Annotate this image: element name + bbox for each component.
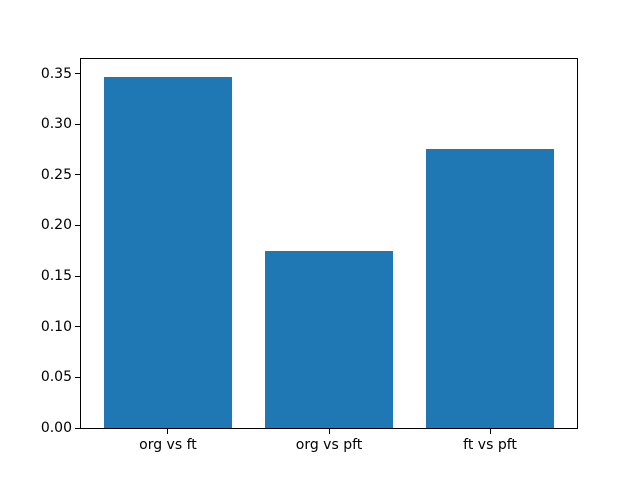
x-tick-label: ft vs pft: [463, 437, 517, 453]
y-tick-mark: [75, 376, 80, 378]
bar-org-vs-pft: [264, 250, 394, 428]
y-tick-label: 0.00: [40, 420, 72, 436]
x-tick-mark: [489, 429, 491, 434]
plot-area: 0.00 0.05 0.10 0.15 0.20 0.25 0.30 0.35 org vs f…: [41, 58, 578, 452]
bar-org-vs-ft: [103, 76, 233, 428]
x-tick-label: org vs pft: [295, 437, 363, 453]
x-tick-label: org vs ft: [139, 437, 197, 453]
y-tick-mark: [75, 123, 80, 125]
y-tick-label: 0.30: [40, 116, 72, 133]
y-tick-label: 0.20: [40, 217, 72, 234]
y-tick-mark: [75, 224, 80, 226]
x-tick-mark: [167, 429, 169, 434]
bar-ft-vs-pft: [425, 148, 555, 428]
y-tick-label: 0.35: [40, 65, 72, 82]
y-tick-mark: [75, 275, 80, 277]
y-tick-label: 0.10: [40, 318, 72, 335]
y-tick-label: 0.25: [40, 166, 72, 183]
y-tick-mark: [75, 73, 80, 75]
x-tick-mark: [328, 429, 330, 434]
y-tick-mark: [75, 326, 80, 328]
y-tick-label: 0.05: [40, 369, 72, 386]
y-tick-label: 0.15: [40, 268, 72, 285]
y-tick-mark: [75, 174, 80, 176]
y-tick-mark: [75, 427, 80, 429]
